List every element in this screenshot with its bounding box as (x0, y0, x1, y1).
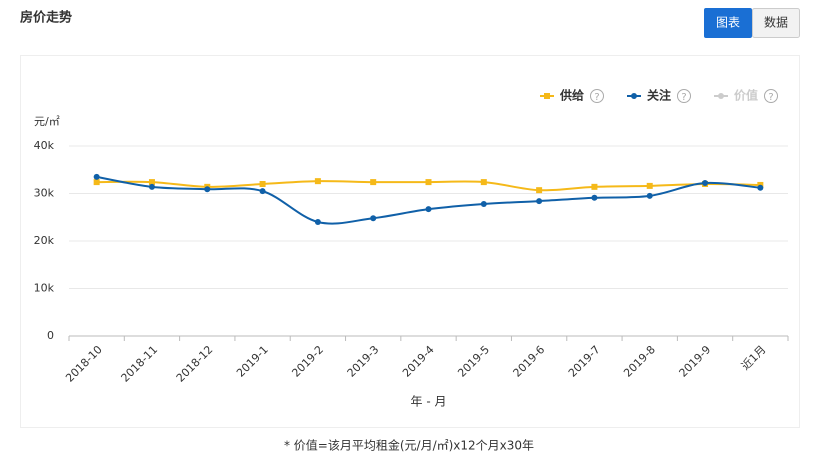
x-axis-label: 年 - 月 (411, 395, 447, 409)
point (148, 179, 155, 186)
point (93, 179, 100, 186)
point (480, 179, 487, 186)
page-title: 房价走势 (20, 10, 72, 26)
point (259, 181, 266, 187)
point (314, 178, 321, 185)
chart-tab[interactable] (704, 8, 752, 38)
help-icon (677, 89, 691, 103)
point (646, 182, 653, 189)
y-tick-label: 30k (34, 187, 55, 200)
point (591, 194, 598, 201)
help-icon-text: ? (681, 92, 686, 103)
point (314, 219, 321, 225)
y-tick-label: 0 (47, 329, 54, 342)
legend-label: 供给 (559, 88, 584, 103)
help-icon (764, 89, 778, 103)
point (536, 187, 543, 194)
help-icon (590, 89, 604, 103)
point (148, 183, 155, 190)
point (425, 206, 432, 213)
footnote: * 价值=该月平均租金(元/月/㎡)x12个月x30年 (284, 438, 534, 453)
y-tick-label: 10k (34, 282, 55, 295)
legend-marker (544, 93, 550, 99)
point (757, 184, 764, 191)
point (93, 173, 100, 180)
data-tab-label[interactable]: 数据 (764, 15, 788, 30)
data-tab[interactable] (752, 8, 800, 38)
help-icon-text: ? (768, 92, 773, 103)
point (480, 200, 487, 207)
legend-marker (631, 93, 637, 99)
point (370, 215, 377, 222)
chart-tab-label[interactable]: 图表 (716, 16, 740, 30)
y-tick-label: 20k (34, 234, 55, 247)
point (646, 192, 653, 199)
legend-label: 价值 (734, 88, 758, 103)
help-icon-text: ? (594, 92, 599, 103)
point (536, 198, 543, 205)
point (591, 183, 598, 190)
legend-marker (718, 93, 724, 99)
point (425, 179, 432, 186)
point (204, 186, 211, 193)
legend-label: 关注 (647, 88, 671, 103)
point (702, 180, 709, 187)
point (259, 188, 266, 195)
y-tick-label: 40k (34, 139, 55, 152)
y-unit: 元/㎡ (34, 115, 60, 128)
point (370, 179, 377, 186)
